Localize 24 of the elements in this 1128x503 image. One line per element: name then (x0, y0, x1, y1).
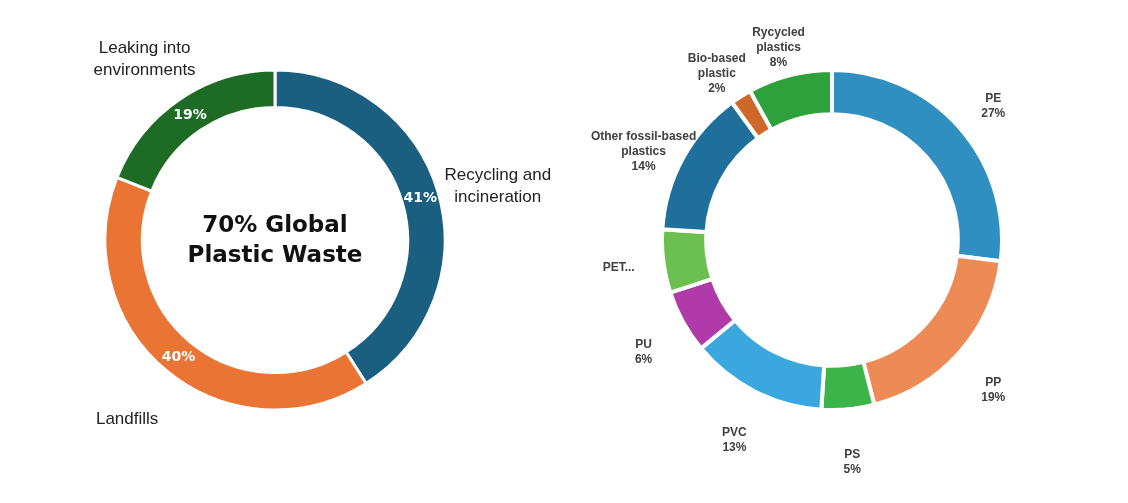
slice-label: PP (985, 375, 1002, 390)
data-label: 5% (843, 462, 862, 477)
data-label: 6% (634, 351, 653, 366)
data-label: 19% (981, 390, 1006, 405)
slice-label: PU (635, 336, 652, 351)
slice-label: Landfills (95, 408, 159, 428)
data-label: 19% (173, 105, 207, 122)
slice-label: PS (844, 447, 861, 462)
slice-label: Bio-based plastic (687, 51, 746, 81)
text: 70% Global Plastic Waste (187, 211, 363, 267)
slice-label: Leaking into environments (93, 38, 196, 80)
data-label: 27% (981, 105, 1006, 120)
slice-label: Recycling and incineration (444, 165, 552, 207)
slice-label: PE (985, 90, 1002, 105)
slice-label: PET... (602, 259, 635, 274)
slice-label: Rycycled plastics (752, 24, 805, 54)
data-label: 2% (708, 81, 726, 96)
data-label: 8% (769, 54, 788, 69)
data-label: 41% (403, 188, 438, 205)
slice-label: Other fossil-based plastics (590, 129, 697, 159)
data-label: 40% (161, 347, 196, 364)
data-label: 13% (722, 439, 747, 454)
data-label: 14% (631, 159, 656, 174)
slice-label: PVC (722, 424, 748, 439)
